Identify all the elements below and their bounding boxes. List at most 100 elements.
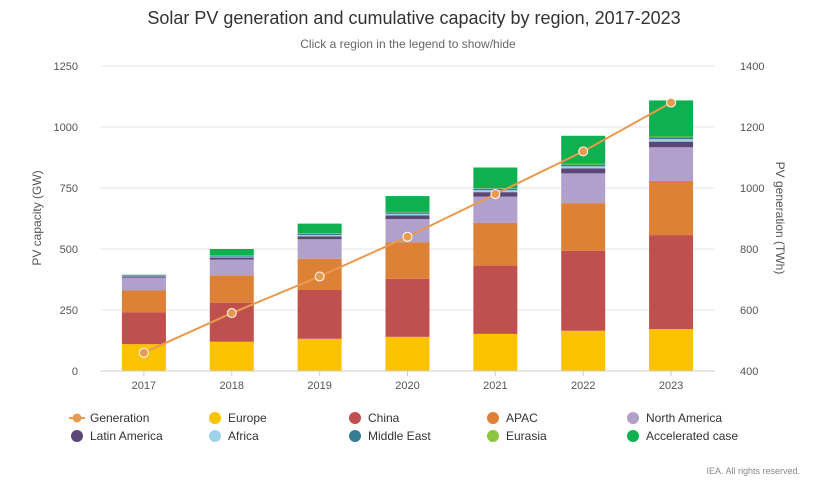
legend: Generation Europe China APAC North America La… [69,411,738,443]
legend-label: Eurasia [506,429,547,443]
bar-north-america-2022 [561,173,606,204]
bar-middle-east-2020 [385,212,430,214]
legend-label: Europe [228,411,267,425]
y-axis-right: 400 600 800 1000 1200 1400 [740,61,764,378]
legend-label: Latin America [90,429,163,443]
bar-africa-2022 [561,166,606,169]
legend-label: Africa [228,429,259,443]
bar-apac-2022 [561,203,606,251]
legend-label: APAC [506,411,538,425]
bar-apac-2021 [473,222,518,266]
bar-latin-america-2020 [385,215,430,219]
legend-marker [209,412,221,424]
x-tick-label: 2018 [220,380,244,392]
bar-eurasia-2022 [561,163,606,165]
legend-marker [209,430,221,442]
bar-europe-2020 [385,336,430,371]
y-axis-right-title: PV generation (TWh) [773,162,787,275]
legend-marker [487,430,499,442]
bar-china-2017 [121,312,166,345]
bar-apac-2017 [121,290,166,313]
bar-apac-2018 [209,275,254,303]
bar-europe-2019 [297,338,342,371]
x-tick-label: 2019 [307,380,331,392]
legend-marker [71,430,83,442]
x-tick-label: 2021 [483,380,507,392]
bar-middle-east-2018 [209,255,254,257]
bar-europe-2022 [561,330,606,371]
bar-eurasia-2023 [649,136,694,138]
legend-item-accelerated-case[interactable]: Accelerated case [627,429,738,443]
bar-north-america-2017 [121,277,166,291]
bar-accelerated-case-2020 [385,196,430,212]
bar-apac-2020 [385,242,430,279]
y-left-tick-label: 0 [72,366,78,378]
y-left-tick-label: 250 [60,305,78,317]
legend-item-north-america[interactable]: North America [627,411,722,425]
x-tick-label: 2023 [659,380,683,392]
x-tick-label: 2020 [395,380,419,392]
legend-item-eurasia[interactable]: Eurasia [487,429,547,443]
generation-line-group [138,97,677,358]
generation-point-2020 [402,231,413,242]
bar-china-2022 [561,250,606,331]
y-right-tick-label: 1000 [740,183,764,195]
bar-africa-2020 [385,213,430,216]
bar-latin-america-2018 [209,257,254,260]
chart-subtitle: Click a region in the legend to show/hid… [300,37,516,51]
y-left-tick-label: 1250 [54,61,78,73]
credits: IEA. All rights reserved. [706,466,800,476]
y-right-tick-label: 1400 [740,61,764,73]
generation-point-2018 [226,308,237,319]
bar-stacks [121,100,694,371]
bar-europe-2021 [473,333,518,371]
x-tick-label: 2017 [132,380,156,392]
bar-china-2020 [385,278,430,337]
bar-latin-america-2023 [649,141,694,148]
bar-accelerated-case-2018 [209,249,254,256]
legend-item-china[interactable]: China [349,411,400,425]
bar-china-2023 [649,235,694,330]
legend-marker [349,430,361,442]
legend-item-latin-america[interactable]: Latin America [71,429,163,443]
generation-point-2022 [578,146,589,157]
legend-item-apac[interactable]: APAC [487,411,538,425]
bar-china-2021 [473,265,518,334]
legend-label: Accelerated case [646,429,738,443]
y-left-tick-label: 1000 [54,122,78,134]
y-left-tick-label: 750 [60,183,78,195]
bar-africa-2023 [649,139,694,142]
legend-marker [349,412,361,424]
y-axis-left: 0 250 500 750 1000 1250 [54,61,78,378]
bar-north-america-2018 [209,259,254,276]
legend-item-generation[interactable]: Generation [69,411,149,425]
y-right-tick-label: 800 [740,244,758,256]
bar-middle-east-2022 [561,164,606,167]
bar-europe-2018 [209,341,254,371]
bar-africa-2019 [297,235,342,237]
bar-latin-america-2017 [121,276,166,278]
generation-point-2021 [490,189,501,200]
bar-middle-east-2023 [649,137,694,140]
bar-apac-2023 [649,180,694,236]
legend-label: Generation [90,411,149,425]
legend-item-middle-east[interactable]: Middle East [349,429,431,443]
bar-accelerated-case-2021 [473,167,518,189]
legend-item-africa[interactable]: Africa [209,429,259,443]
legend-marker [627,430,639,442]
legend-marker [627,412,639,424]
x-tick-label: 2022 [571,380,595,392]
x-axis: 2017 2018 2019 2020 2021 2022 2023 [100,370,715,392]
generation-point-2023 [666,97,677,108]
generation-point-2017 [138,347,149,358]
bar-north-america-2019 [297,239,342,259]
legend-label: Middle East [368,429,431,443]
y-left-tick-label: 500 [60,244,78,256]
generation-point-2019 [314,271,325,282]
chart-title: Solar PV generation and cumulative capac… [147,8,680,28]
bar-latin-america-2022 [561,168,606,174]
bar-latin-america-2019 [297,236,342,240]
bar-north-america-2020 [385,218,430,243]
legend-item-europe[interactable]: Europe [209,411,267,425]
bar-africa-2017 [121,275,166,277]
